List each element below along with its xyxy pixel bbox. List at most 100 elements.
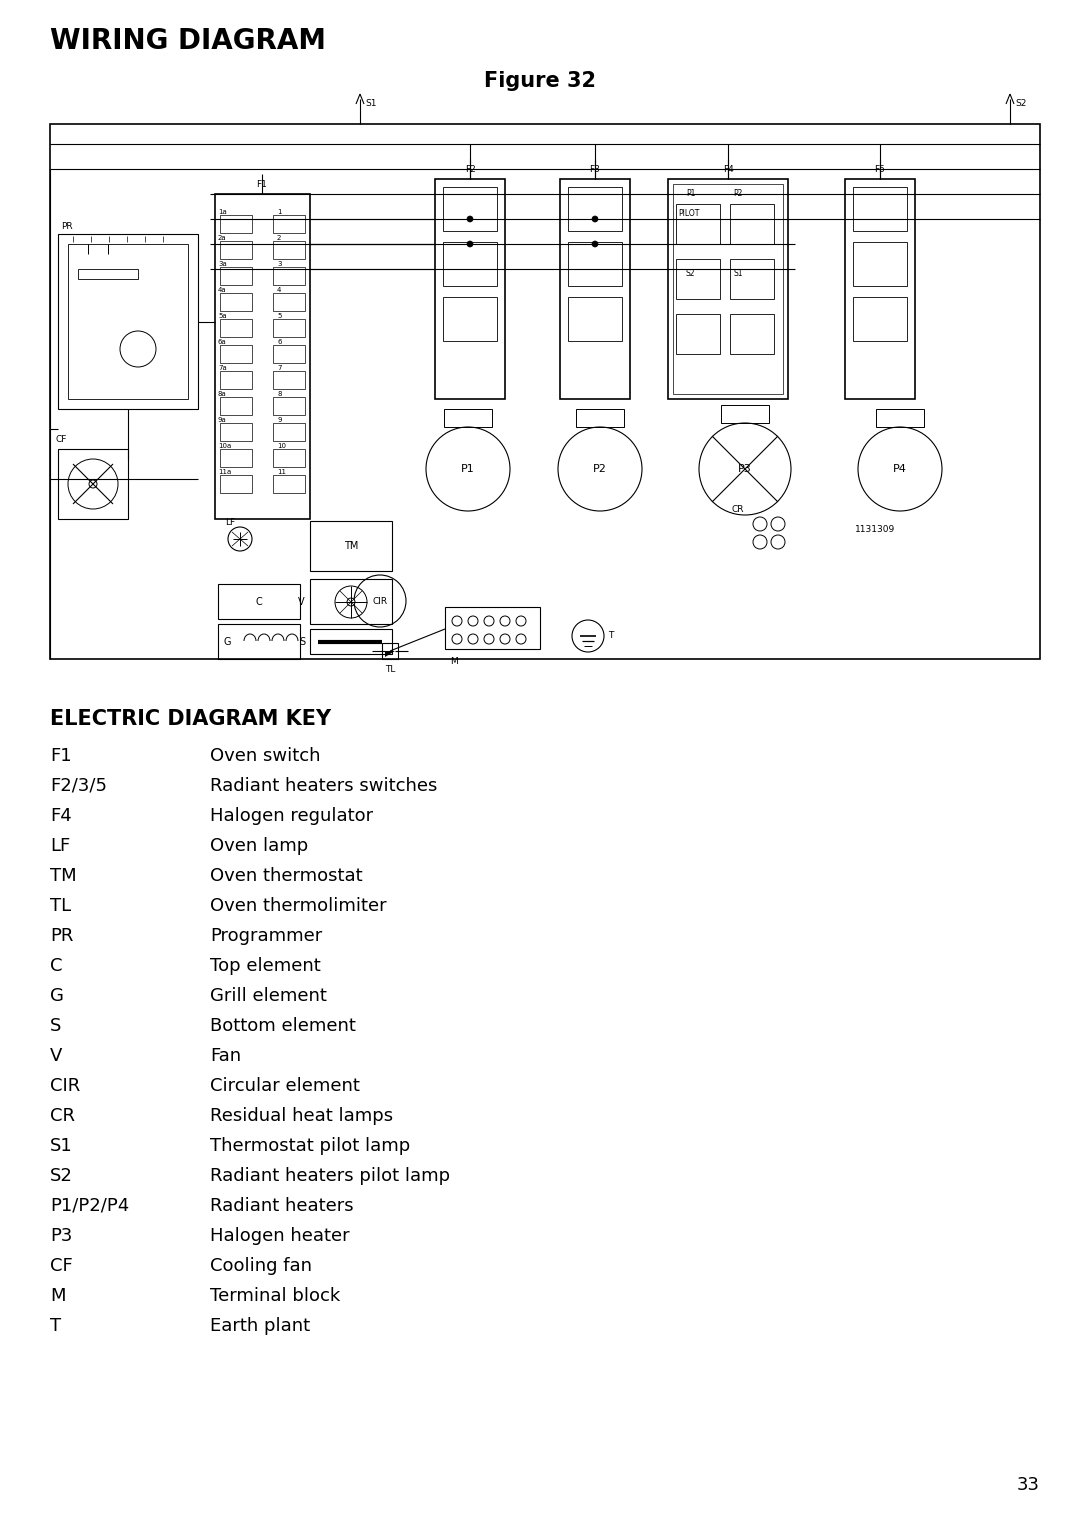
Text: F4: F4 (723, 165, 733, 174)
Bar (273, 450, 305, 466)
Circle shape (592, 242, 598, 248)
Text: CR: CR (732, 505, 744, 514)
Bar (730, 203, 774, 245)
Text: LF: LF (50, 836, 70, 855)
Text: TL: TL (50, 898, 71, 914)
Text: Oven thermolimiter: Oven thermolimiter (210, 898, 387, 914)
Text: 6a: 6a (218, 339, 227, 346)
Text: Radiant heaters pilot lamp: Radiant heaters pilot lamp (210, 1167, 450, 1185)
Text: TL: TL (384, 665, 395, 674)
Text: F2/3/5: F2/3/5 (50, 777, 107, 795)
Text: Top element: Top element (210, 957, 321, 976)
Bar (273, 216, 305, 232)
Text: Residual heat lamps: Residual heat lamps (210, 1107, 393, 1125)
Text: S: S (50, 1017, 62, 1035)
Bar (876, 408, 924, 427)
Text: F2: F2 (464, 165, 475, 174)
Text: 4a: 4a (218, 287, 227, 294)
Text: S: S (299, 638, 305, 647)
Text: 1a: 1a (218, 209, 227, 216)
Bar (676, 313, 720, 355)
Text: Cooling fan: Cooling fan (210, 1257, 312, 1275)
Text: P1: P1 (461, 463, 475, 474)
Text: ELECTRIC DIAGRAM KEY: ELECTRIC DIAGRAM KEY (50, 709, 332, 729)
Text: 11a: 11a (218, 469, 231, 476)
Bar (273, 346, 305, 362)
Circle shape (592, 216, 598, 222)
Text: F1: F1 (257, 180, 268, 190)
Bar (568, 297, 622, 341)
Bar (273, 424, 305, 440)
Text: Bottom element: Bottom element (210, 1017, 356, 1035)
Bar (568, 242, 622, 286)
Text: PR: PR (50, 927, 73, 945)
Text: CF: CF (50, 1257, 72, 1275)
Text: C: C (256, 596, 262, 607)
Bar (215, 194, 310, 518)
Text: 7: 7 (276, 365, 282, 372)
Bar (220, 294, 252, 310)
Bar (445, 607, 540, 648)
Bar (273, 294, 305, 310)
Text: Thermostat pilot lamp: Thermostat pilot lamp (210, 1138, 410, 1154)
Text: PILOT: PILOT (678, 209, 700, 219)
Text: 1: 1 (276, 209, 282, 216)
Text: C: C (50, 957, 63, 976)
Bar (220, 242, 252, 258)
Text: M: M (450, 657, 458, 667)
Bar (218, 584, 300, 619)
Text: CIR: CIR (373, 596, 388, 605)
Text: 2a: 2a (218, 235, 227, 242)
Text: 1131309: 1131309 (855, 524, 895, 534)
Text: 10: 10 (276, 443, 286, 450)
Text: 9: 9 (276, 417, 282, 424)
Bar (676, 203, 720, 245)
Bar (310, 628, 392, 654)
Text: P2: P2 (593, 463, 607, 474)
Text: S2: S2 (50, 1167, 72, 1185)
Text: 33: 33 (1017, 1475, 1040, 1494)
Text: P3: P3 (50, 1226, 72, 1245)
Bar (721, 405, 769, 424)
Text: P4: P4 (893, 463, 907, 474)
Text: 5: 5 (276, 313, 282, 320)
Text: F1: F1 (50, 748, 71, 764)
Bar (853, 242, 907, 286)
Text: Programmer: Programmer (210, 927, 322, 945)
Bar (68, 245, 188, 399)
Bar (669, 179, 788, 399)
Text: T: T (608, 631, 613, 641)
Text: M: M (50, 1287, 66, 1304)
Bar (273, 320, 305, 336)
Bar (220, 398, 252, 414)
Text: V: V (50, 1047, 63, 1066)
Bar (58, 450, 129, 518)
Bar (568, 187, 622, 231)
Bar (443, 242, 497, 286)
Text: Grill element: Grill element (210, 988, 327, 1005)
Bar (435, 179, 505, 399)
Text: Halogen heater: Halogen heater (210, 1226, 350, 1245)
Bar (673, 183, 783, 394)
Bar (853, 187, 907, 231)
Bar (220, 320, 252, 336)
Text: 10a: 10a (218, 443, 231, 450)
Bar (273, 476, 305, 492)
Text: F5: F5 (875, 165, 886, 174)
Text: TM: TM (50, 867, 77, 885)
Text: CF: CF (56, 434, 67, 443)
Text: 5a: 5a (218, 313, 227, 320)
Text: PR: PR (60, 222, 72, 231)
Bar (310, 521, 392, 570)
Text: Radiant heaters switches: Radiant heaters switches (210, 777, 437, 795)
Text: 2: 2 (276, 235, 282, 242)
Text: 9a: 9a (218, 417, 227, 424)
Text: 6: 6 (276, 339, 282, 346)
Bar (220, 450, 252, 466)
Bar (220, 268, 252, 284)
Bar (273, 242, 305, 258)
Text: S1: S1 (50, 1138, 72, 1154)
Bar (310, 579, 392, 624)
Text: TM: TM (343, 541, 359, 550)
Bar (273, 398, 305, 414)
